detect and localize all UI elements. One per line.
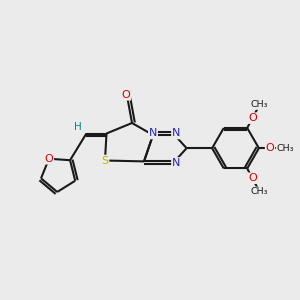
Text: N: N bbox=[172, 128, 180, 139]
Text: N: N bbox=[149, 128, 157, 139]
Text: CH₃: CH₃ bbox=[251, 100, 268, 109]
Text: N: N bbox=[172, 158, 180, 168]
Text: O: O bbox=[248, 173, 257, 183]
Text: H: H bbox=[74, 122, 81, 132]
Text: S: S bbox=[101, 155, 109, 166]
Text: CH₃: CH₃ bbox=[251, 187, 268, 196]
Text: O: O bbox=[45, 154, 53, 164]
Text: O: O bbox=[122, 90, 130, 100]
Text: O: O bbox=[248, 113, 257, 123]
Text: O: O bbox=[266, 143, 274, 153]
Text: CH₃: CH₃ bbox=[277, 144, 294, 153]
